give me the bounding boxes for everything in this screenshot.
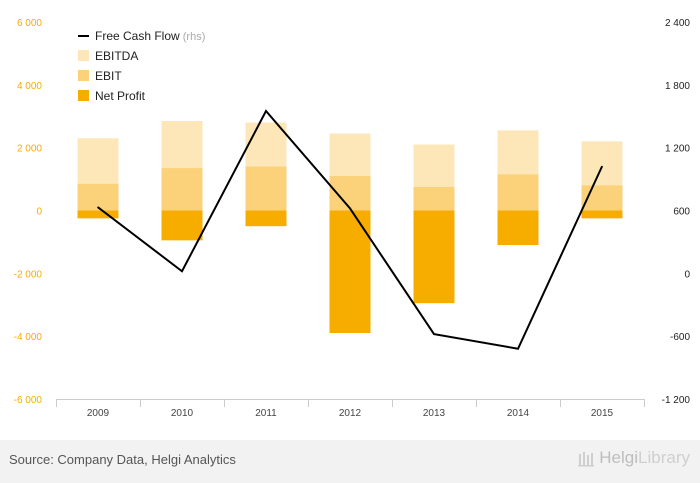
left-axis-tick-label: 6 000: [17, 18, 42, 29]
fcf-point: [181, 270, 183, 273]
fcf-point: [433, 333, 435, 335]
x-axis-tick-label: 2010: [171, 408, 194, 419]
bar-net-profit: [581, 210, 623, 219]
legend-box-swatch: [78, 50, 89, 61]
right-axis-tick-label: 1 800: [665, 81, 690, 92]
legend-label: EBIT: [95, 69, 122, 83]
right-axis: 2 400 1 800 1 200 600 0 -600 -1 200: [662, 18, 691, 406]
legend-label: EBITDA: [95, 49, 138, 63]
left-axis-tick-label: -4 000: [14, 332, 43, 343]
legend-label: Net Profit: [95, 89, 146, 103]
fcf-point: [601, 165, 603, 168]
right-axis-tick-label: 1 200: [665, 144, 690, 155]
fcf-point: [349, 207, 351, 210]
bar-net-profit: [413, 210, 455, 304]
right-axis-tick-label: -600: [670, 332, 690, 343]
right-axis-tick-label: 2 400: [665, 18, 690, 29]
left-axis: 6 000 4 000 2 000 0 -2 000 -4 000 -6 000: [14, 18, 43, 406]
x-axis-tick-label: 2014: [507, 408, 530, 419]
left-axis-tick-label: 4 000: [17, 81, 42, 92]
x-axis-tick-label: 2015: [591, 408, 614, 419]
bar-ebit: [161, 168, 203, 211]
bar-net-profit: [497, 210, 539, 246]
bar-net-profit: [77, 210, 119, 219]
x-axis-tick-label: 2009: [87, 408, 110, 419]
bar-net-profit: [329, 210, 371, 334]
x-axis-tick-label: 2012: [339, 408, 362, 419]
footer: Source: Company Data, Helgi Analytics He…: [0, 440, 700, 483]
brand-part-2: Library: [638, 448, 690, 467]
fcf-point: [97, 206, 99, 209]
fcf-point: [265, 110, 267, 112]
bar-net-profit: [161, 210, 203, 241]
left-axis-tick-label: 2 000: [17, 144, 42, 155]
right-axis-tick-label: -1 200: [662, 395, 691, 406]
legend: Free Cash Flow (rhs) EBITDA EBIT Net Profit: [78, 29, 205, 103]
right-axis-tick-label: 600: [673, 207, 690, 218]
legend-box-swatch: [78, 70, 89, 81]
x-axis-tick-label: 2013: [423, 408, 446, 419]
library-icon: [578, 452, 595, 467]
source-note: Source: Company Data, Helgi Analytics: [9, 452, 236, 467]
bar-ebit: [245, 166, 287, 211]
bar-ebit: [497, 174, 539, 211]
bar-ebit: [413, 186, 455, 211]
legend-box-swatch: [78, 90, 89, 101]
left-axis-tick-label: -2 000: [14, 269, 43, 280]
left-axis-tick-label: 0: [36, 207, 42, 218]
bar-net-profit: [245, 210, 287, 227]
right-axis-tick-label: 0: [684, 269, 690, 280]
bars: [77, 120, 623, 334]
fcf-point: [517, 347, 519, 350]
free-cash-flow-line: [97, 109, 603, 350]
x-axis-tick-label: 2011: [255, 408, 277, 419]
x-axis: 2009 2010 2011 2012 2013 2014 2015: [56, 399, 645, 419]
bar-ebit: [77, 183, 119, 211]
brand-part-1: Helgi: [599, 448, 639, 467]
brand-logo: Helgi Library: [577, 448, 690, 468]
legend-label: Free Cash Flow (rhs): [95, 29, 205, 43]
left-axis-tick-label: -6 000: [14, 395, 43, 406]
